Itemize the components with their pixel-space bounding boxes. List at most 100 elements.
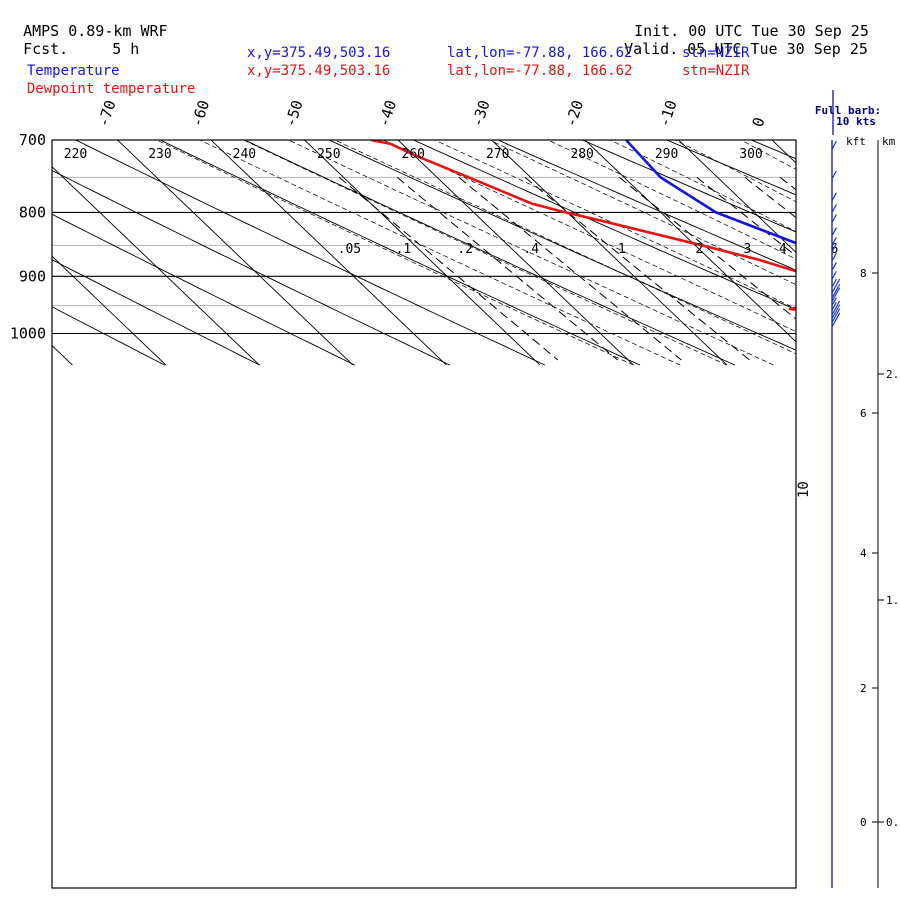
mixing-ratio-line [779, 177, 796, 191]
wind-barb [831, 227, 837, 236]
dry-adiabat [52, 259, 261, 366]
isotherm-line [52, 255, 167, 366]
wind-barb [831, 297, 837, 306]
wind-barb [831, 243, 837, 252]
mixing-ratio-label: 2 [695, 242, 703, 257]
dry-adiabat [52, 213, 356, 366]
legend-xy: x,y=375.49,503.16 [247, 45, 391, 61]
dry-adiabat [159, 140, 641, 366]
theta-label: 250 [317, 147, 340, 162]
kft-tick-label: 8 [860, 267, 867, 280]
init-value: 00 UTC Tue 30 Sep 25 [688, 22, 869, 40]
dewpoint-profile [370, 140, 796, 311]
temperature-tick-label: -20 [562, 98, 587, 129]
legend-temperature: Temperature [10, 44, 120, 80]
temperature-tick-label: -10 [655, 98, 680, 129]
mixing-ratio-label: .2 [457, 242, 473, 257]
wind-barb [831, 261, 837, 271]
mixing-ratio-line [338, 177, 559, 361]
theta-label: 280 [570, 147, 593, 162]
isotherm-line [490, 140, 728, 366]
mixing-ratio-label: 3 [744, 242, 752, 257]
theta-label: 270 [486, 147, 509, 162]
dry-adiabat [52, 169, 451, 366]
legend-name: Temperature [26, 63, 120, 79]
wind-barb [831, 192, 837, 202]
legend-name: Dewpoint temperature [26, 81, 196, 97]
kft-label: kft [846, 135, 866, 148]
isotherm-line [397, 140, 634, 366]
legend-latlon: lat,lon=-77.88, 166.62 [447, 45, 633, 61]
legend-dewpoint-xy: x,y=375.49,503.16 [247, 62, 390, 80]
pressure-label: 1000 [10, 324, 46, 342]
forecast-hour: Fcst. 5 h [5, 22, 139, 58]
dry-adiabat [412, 140, 796, 311]
km-tick-label: 2. [886, 368, 899, 381]
theta-label: 220 [64, 147, 87, 162]
dry-adiabat [52, 306, 166, 366]
wind-barb [831, 204, 837, 213]
plot-frame [51, 139, 797, 889]
isotherm-line [584, 140, 796, 343]
wind-barb [831, 214, 837, 223]
isotherm-line [857, 132, 900, 365]
moist-adiabat [287, 140, 774, 366]
wind-barb [831, 170, 837, 180]
moist-adiabat [334, 140, 796, 355]
kft-tick-label: 2 [860, 682, 867, 695]
model-name: AMPS 0.89-km WRF [23, 22, 168, 40]
dry-adiabat [496, 140, 796, 271]
isotherm-line [52, 166, 260, 366]
mixing-ratio-line [744, 177, 796, 219]
dry-adiabat [750, 140, 796, 160]
legend-latlon: lat,lon=-77.88, 166.62 [447, 63, 633, 79]
temperature-tick-label: -60 [188, 98, 213, 129]
mixing-ratio-line [696, 177, 796, 257]
pressure-label: 700 [19, 131, 46, 149]
dry-adiabat [74, 140, 546, 366]
theta-label: 240 [233, 147, 256, 162]
km-tick-label: 1. [886, 594, 899, 607]
wind-barb [831, 252, 837, 262]
legend-dewpoint-latlon: lat,lon=-77.88, 166.62 [447, 62, 632, 80]
theta-label: 300 [739, 147, 762, 162]
mixing-ratio-label: .05 [338, 242, 361, 257]
isotherm-line [303, 140, 541, 366]
pressure-label: 900 [19, 267, 46, 285]
kft-tick-label: 6 [860, 407, 867, 420]
temperature-tick-label: -30 [468, 98, 493, 129]
init-label: Init. [634, 22, 680, 40]
temperature-tick-label: -40 [375, 98, 400, 129]
isotherm-extra-label: 10 [796, 481, 812, 498]
wind-barb [831, 301, 837, 311]
legend-dewpoint: Dewpoint temperature [10, 62, 196, 98]
temperature-tick-label: 0 [749, 115, 769, 129]
moist-adiabat [242, 140, 728, 366]
mixing-ratio-label: 1 [618, 242, 626, 257]
moist-adiabat [674, 140, 796, 203]
legend-temperature-latlon: lat,lon=-77.88, 166.62 [447, 44, 632, 62]
wind-barb [831, 237, 837, 246]
legend-xy: x,y=375.49,503.16 [247, 63, 391, 79]
isotherm-line [210, 140, 447, 366]
barb-legend-line1: Full barb: [815, 104, 881, 117]
dry-adiabat [817, 132, 900, 365]
valid-time: Valid. 05 UTC Tue 30 Sep 25 [606, 22, 868, 58]
moist-adiabat [382, 140, 796, 333]
km-label: km [882, 135, 896, 148]
legend-dewpoint-stn: stn=NZIR [682, 62, 749, 80]
pressure-label: 800 [19, 203, 46, 221]
moist-adiabat [792, 132, 900, 365]
wind-barb [831, 278, 841, 294]
dry-adiabat [243, 140, 736, 366]
mixing-ratio-line [458, 177, 682, 361]
wind-barb [831, 304, 841, 319]
isotherm-line [677, 140, 796, 253]
wind-barb [831, 283, 841, 299]
barb-legend-line2: 10 kts [836, 115, 876, 128]
wind-barb [831, 278, 837, 288]
moist-adiabat [740, 140, 796, 170]
wind-barb [831, 140, 837, 150]
valid-value: 05 UTC Tue 30 Sep 25 [687, 40, 868, 58]
wind-barb [831, 287, 841, 302]
